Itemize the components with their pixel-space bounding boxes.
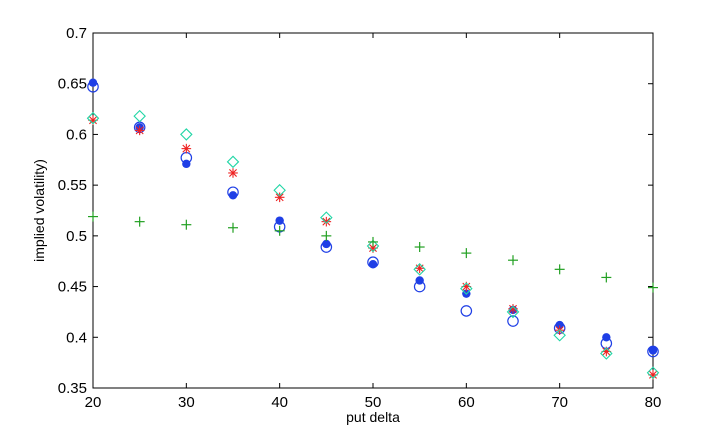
data-point-open-circle [320, 241, 333, 253]
data-point-open-circle [413, 280, 426, 293]
y-tick-label: 0.55 [58, 177, 87, 194]
data-point-diamond [320, 211, 333, 224]
data-point-open-circle [227, 186, 239, 199]
data-point-open-circle [460, 305, 473, 317]
data-point-plus [274, 225, 285, 236]
x-tick-label: 60 [458, 394, 475, 411]
data-point-plus [601, 272, 612, 283]
data-point-asterisk [134, 125, 145, 136]
data-point-asterisk [181, 143, 192, 154]
y-tick-label: 0.5 [66, 228, 87, 245]
y-tick-label: 0.45 [58, 279, 87, 296]
x-tick-label: 50 [365, 394, 382, 411]
data-point-open-circle [647, 345, 659, 358]
data-point-diamond [366, 239, 380, 253]
y-tick-label: 0.6 [66, 126, 87, 143]
data-point-asterisk [274, 192, 285, 203]
y-tick-label: 0.4 [66, 329, 87, 346]
data-point-filled-circle [322, 239, 331, 249]
data-point-filled-circle [88, 78, 98, 87]
data-point-diamond [460, 282, 473, 295]
data-point-diamond [553, 328, 566, 342]
data-point-plus [321, 230, 332, 241]
data-point-plus [88, 211, 98, 222]
data-point-plus [368, 236, 378, 247]
data-point-asterisk [508, 304, 518, 314]
axis-ticks: 20 30 40 50 60 70 80 0.35 0.4 0.45 0.5 0.55 0.6 0.65 0… [58, 25, 662, 411]
x-tick-label: 40 [271, 394, 288, 411]
data-point-diamond [600, 347, 613, 360]
data-point-plus [508, 255, 518, 266]
plot-area [92, 32, 654, 389]
x-tick-label: 80 [645, 394, 662, 411]
data-point-filled-circle [415, 276, 424, 285]
data-point-filled-circle [275, 216, 284, 225]
data-point-diamond [180, 128, 193, 141]
data-point-open-circle [367, 256, 379, 269]
data-marks [86, 78, 660, 380]
x-tick-label: 20 [85, 394, 102, 411]
data-point-diamond [413, 263, 426, 276]
data-point-plus [414, 242, 425, 253]
y-tick-label: 0.65 [58, 76, 87, 93]
data-point-plus [554, 264, 565, 275]
data-point-asterisk [321, 216, 332, 227]
data-point-filled-circle [602, 333, 611, 342]
data-point-diamond [646, 366, 660, 380]
y-tick-label: 0.35 [58, 380, 87, 397]
data-point-filled-circle [648, 346, 658, 355]
data-point-diamond [506, 305, 520, 319]
data-point-plus [181, 219, 192, 230]
x-tick-label: 30 [178, 394, 195, 411]
data-point-filled-circle [182, 159, 191, 169]
data-point-open-circle [507, 315, 519, 327]
data-point-plus [461, 248, 472, 259]
data-point-diamond [226, 155, 240, 169]
data-point-filled-circle [228, 191, 238, 200]
data-point-plus [648, 282, 658, 293]
y-axis-label: implied volatility) [31, 159, 47, 262]
y-tick-label: 0.7 [66, 25, 87, 42]
data-point-diamond [133, 109, 146, 123]
data-point-diamond [86, 111, 100, 125]
x-axis-label: put delta [346, 409, 400, 425]
data-point-asterisk [228, 168, 238, 178]
x-tick-label: 70 [551, 394, 568, 411]
data-point-open-circle [87, 80, 99, 93]
data-point-diamond [273, 183, 286, 197]
data-point-plus [134, 216, 145, 227]
data-point-plus [228, 222, 238, 233]
